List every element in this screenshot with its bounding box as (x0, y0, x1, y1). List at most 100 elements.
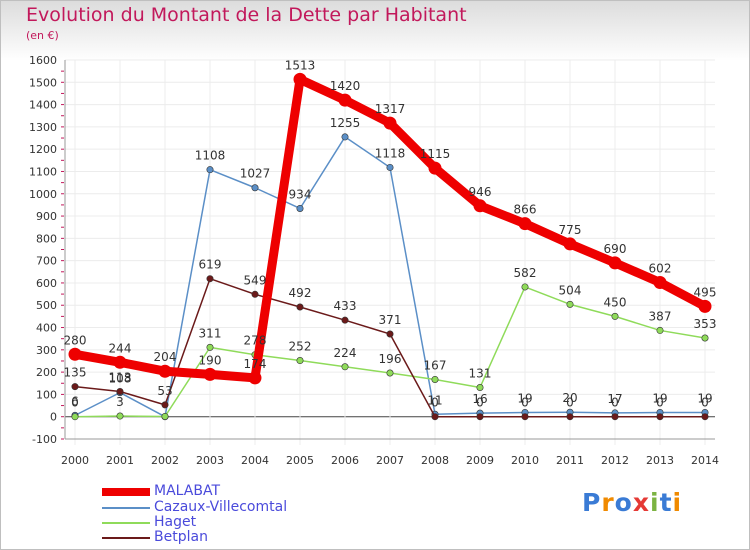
x-tick-label: 2001 (106, 454, 134, 467)
logo-letter: i (672, 488, 683, 517)
logo-letter: o (614, 488, 633, 517)
y-tick-label: 100 (36, 388, 57, 401)
data-label-haget: 353 (694, 317, 717, 331)
y-tick-label: 1500 (29, 76, 57, 89)
data-point-haget (476, 384, 484, 392)
data-point-betplan (566, 413, 574, 421)
data-point-malabat (158, 364, 172, 378)
x-tick-label: 2009 (466, 454, 494, 467)
x-tick-label: 2002 (151, 454, 179, 467)
data-label-haget: 278 (244, 334, 267, 348)
data-point-malabat (653, 275, 667, 289)
y-tick-label: 500 (36, 299, 57, 312)
data-point-betplan (251, 290, 259, 298)
data-label-betplan: 0 (431, 396, 439, 410)
data-label-betplan: 433 (334, 299, 357, 313)
data-point-haget (611, 312, 619, 320)
data-point-cazaux-villecomtal (386, 163, 394, 171)
x-tick-label: 2004 (241, 454, 269, 467)
data-label-cazaux-villecomtal: 1118 (375, 146, 406, 160)
x-tick-label: 2003 (196, 454, 224, 467)
data-point-betplan (521, 413, 529, 421)
data-label-malabat: 602 (649, 261, 672, 275)
data-label-betplan: 0 (566, 396, 574, 410)
data-point-haget (656, 326, 664, 334)
x-tick-label: 2000 (61, 454, 89, 467)
y-tick-label: 1300 (29, 121, 57, 134)
legend-swatch (102, 507, 150, 509)
data-label-malabat: 1513 (285, 58, 316, 72)
y-tick-label: 1100 (29, 165, 57, 178)
x-tick-label: 2008 (421, 454, 449, 467)
data-label-betplan: 0 (701, 396, 709, 410)
data-point-malabat (113, 355, 127, 369)
y-tick-label: -100 (32, 433, 57, 446)
data-label-cazaux-villecomtal: 19 (517, 391, 532, 405)
data-label-betplan: 492 (289, 286, 312, 300)
x-tick-label: 2005 (286, 454, 314, 467)
x-tick-label: 2006 (331, 454, 359, 467)
data-label-malabat: 775 (559, 223, 582, 237)
data-label-haget: 196 (379, 352, 402, 366)
data-point-betplan (341, 316, 349, 324)
chart-title: Evolution du Montant de la Dette par Hab… (26, 4, 467, 26)
y-tick-label: 200 (36, 366, 57, 379)
data-label-betplan: 0 (521, 396, 529, 410)
data-label-cazaux-villecomtal: 16 (472, 392, 487, 406)
data-label-malabat: 244 (109, 341, 132, 355)
legend-swatch (102, 537, 150, 539)
proxiti-logo: Proxiti (582, 488, 682, 517)
data-label-malabat: 690 (604, 242, 627, 256)
data-point-malabat (473, 199, 487, 213)
data-point-betplan (71, 383, 79, 391)
data-label-malabat: 1420 (330, 79, 361, 93)
data-label-malabat: 174 (244, 357, 267, 371)
data-label-cazaux-villecomtal: 11 (427, 393, 442, 407)
data-point-malabat (293, 72, 307, 86)
y-tick-label: 1600 (29, 54, 57, 67)
logo-letter: i (650, 488, 660, 517)
data-label-cazaux-villecomtal: 108 (109, 372, 132, 386)
legend-label: Haget (154, 514, 197, 530)
data-point-haget (701, 334, 709, 342)
data-point-betplan (161, 401, 169, 409)
legend-label: Betplan (154, 529, 208, 545)
data-point-cazaux-villecomtal (251, 184, 259, 192)
data-label-haget: 450 (604, 295, 627, 309)
data-point-malabat (383, 116, 397, 130)
data-point-malabat (563, 237, 577, 251)
data-point-cazaux-villecomtal (206, 166, 214, 174)
data-point-betplan (476, 413, 484, 421)
axis-layer: -100010020030040050060070080090010001100… (29, 54, 719, 467)
data-label-cazaux-villecomtal: 6 (71, 394, 79, 408)
data-label-betplan: 0 (656, 396, 664, 410)
data-point-malabat (518, 217, 532, 231)
data-point-malabat (248, 371, 262, 385)
data-label-cazaux-villecomtal: 17 (607, 392, 622, 406)
x-tick-label: 2013 (646, 454, 674, 467)
data-label-cazaux-villecomtal: 19 (697, 391, 712, 405)
data-label-cazaux-villecomtal: 20 (562, 391, 577, 405)
data-point-malabat (608, 256, 622, 270)
data-point-haget (566, 300, 574, 308)
data-point-haget (206, 343, 214, 351)
data-point-malabat (698, 299, 712, 313)
unit-label: (en €) (26, 29, 59, 42)
data-label-betplan: 135 (64, 366, 87, 380)
x-tick-label: 2011 (556, 454, 584, 467)
data-label-betplan: 53 (157, 384, 172, 398)
data-label-cazaux-villecomtal: 1027 (240, 167, 271, 181)
data-label-malabat: 1317 (375, 102, 406, 116)
y-tick-label: 400 (36, 322, 57, 335)
data-label-cazaux-villecomtal: 934 (289, 187, 312, 201)
legend-swatch (102, 488, 150, 496)
data-point-haget (161, 412, 169, 420)
x-tick-label: 2012 (601, 454, 629, 467)
data-label-malabat: 495 (694, 285, 717, 299)
data-point-haget (431, 375, 439, 383)
data-label-haget: 224 (334, 346, 357, 360)
data-point-haget (521, 283, 529, 291)
data-point-haget (341, 363, 349, 371)
legend-label: MALABAT (154, 483, 221, 499)
